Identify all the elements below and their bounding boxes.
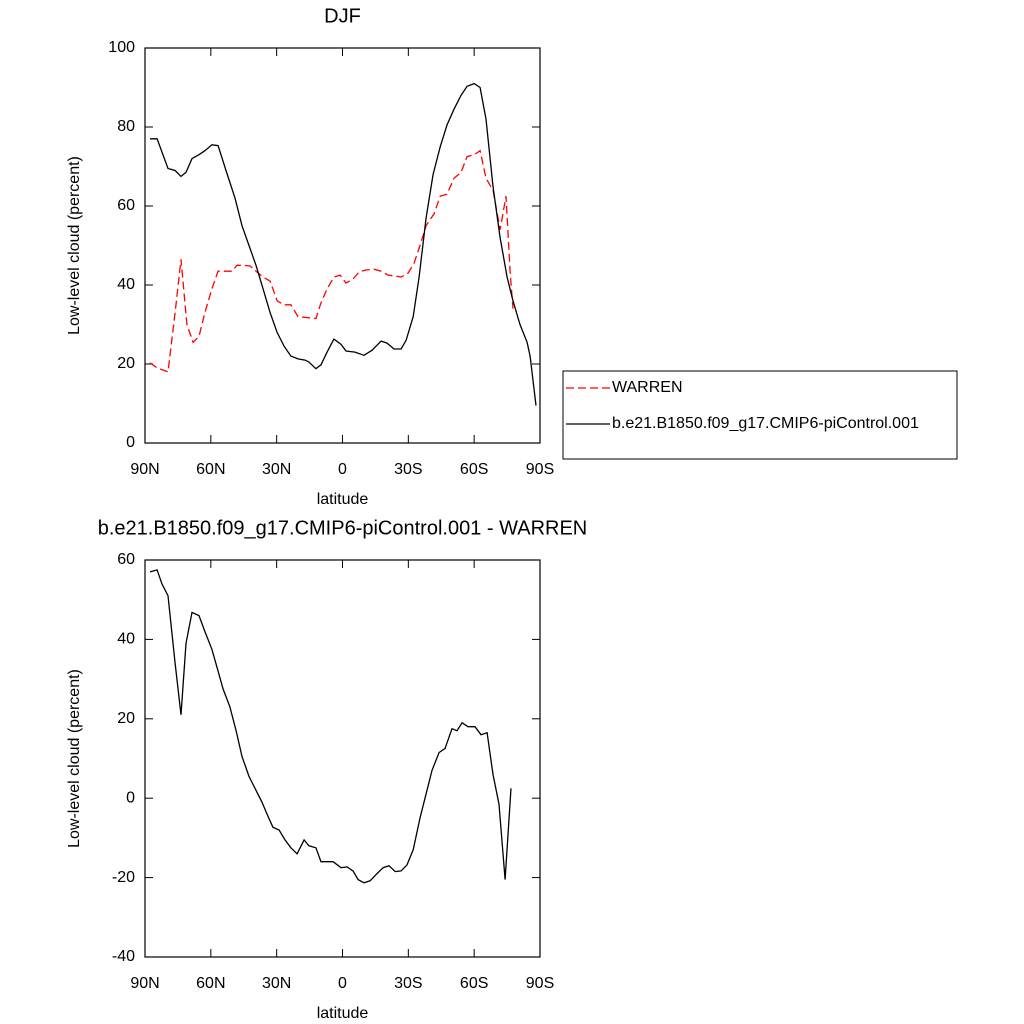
y-tick-label: 60 <box>117 551 135 568</box>
x-tick-label: 90N <box>130 975 159 992</box>
x-tick-label: 90N <box>130 461 159 478</box>
x-tick-label: 30S <box>394 975 422 992</box>
y-tick-label: -20 <box>112 869 135 886</box>
x-tick-label: 30N <box>262 975 291 992</box>
y-tick-label: 40 <box>117 631 135 648</box>
x-axis-label: latitude <box>317 1005 369 1022</box>
x-axis-label: latitude <box>317 491 369 508</box>
y-tick-label: 20 <box>117 355 135 372</box>
x-tick-label: 60S <box>460 975 488 992</box>
y-tick-label: 100 <box>108 39 135 56</box>
data-line <box>149 569 512 884</box>
data-line <box>150 82 537 406</box>
x-tick-label: 60N <box>196 461 225 478</box>
y-tick-label: 0 <box>126 789 135 806</box>
y-tick-label: 60 <box>117 197 135 214</box>
plot-frame <box>144 559 541 958</box>
y-axis-label: Low-level cloud (percent) <box>66 669 83 848</box>
y-axis-label: Low-level cloud (percent) <box>66 156 83 335</box>
y-tick-label: 80 <box>117 118 135 135</box>
x-tick-label: 30N <box>262 461 291 478</box>
legend-label: b.e21.B1850.f09_g17.CMIP6-piControl.001 <box>612 415 919 432</box>
data-line <box>149 149 514 373</box>
plot-frame <box>144 47 541 444</box>
x-tick-label: 30S <box>394 461 422 478</box>
legend-box <box>562 370 958 460</box>
x-tick-label: 0 <box>338 975 347 992</box>
chart-title: b.e21.B1850.f09_g17.CMIP6-piControl.001 … <box>98 517 588 539</box>
x-tick-label: 90S <box>526 461 554 478</box>
y-tick-label: -40 <box>112 948 135 965</box>
x-tick-label: 60S <box>460 461 488 478</box>
x-tick-label: 0 <box>338 461 347 478</box>
chart-title: DJF <box>324 5 361 27</box>
legend-label: WARREN <box>612 379 683 396</box>
x-tick-label: 90S <box>526 975 554 992</box>
y-tick-label: 20 <box>117 710 135 727</box>
y-tick-label: 40 <box>117 276 135 293</box>
y-tick-label: 0 <box>126 434 135 451</box>
x-tick-label: 60N <box>196 975 225 992</box>
